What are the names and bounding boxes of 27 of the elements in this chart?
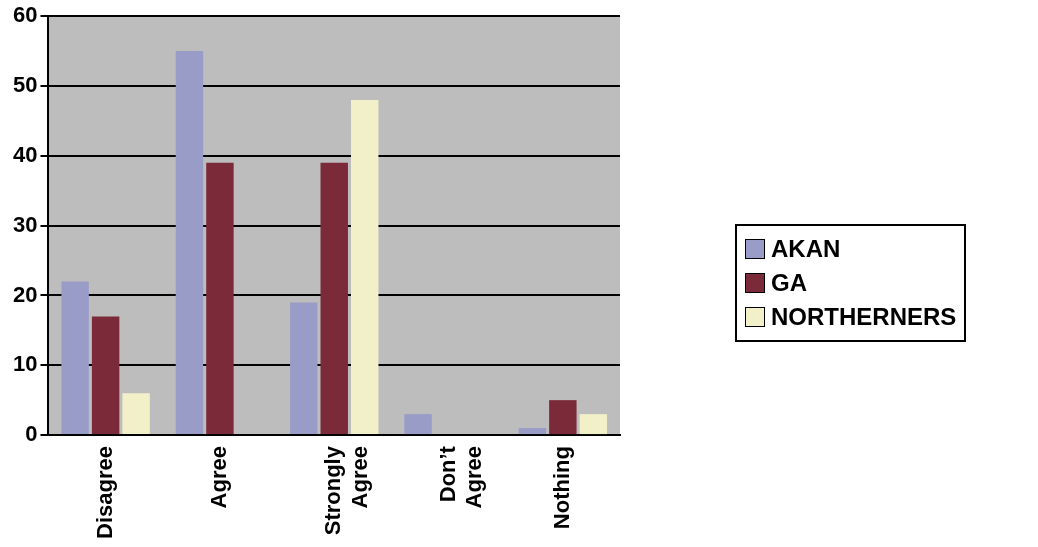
y-tick-label: 60 — [12, 2, 38, 28]
y-tick-label: 0 — [25, 421, 38, 447]
bar — [549, 400, 577, 435]
x-tick-label: Agree — [205, 446, 231, 509]
y-tick-label: 20 — [12, 281, 38, 307]
bar — [175, 51, 204, 435]
bar — [61, 281, 89, 435]
bar — [206, 162, 234, 435]
y-tick-label: 40 — [12, 141, 38, 167]
bar — [320, 162, 348, 435]
y-tick-label: 10 — [12, 351, 38, 377]
bar — [404, 414, 432, 435]
x-tick-label: Nothing — [548, 446, 574, 530]
bar — [579, 414, 608, 435]
bar — [122, 393, 150, 435]
y-tick-label: 50 — [12, 72, 38, 98]
legend-label: NORTHERNERS — [771, 302, 957, 332]
bar — [518, 428, 547, 435]
bar — [351, 99, 379, 435]
x-tick-label: Don’t Agree — [434, 445, 486, 509]
bar — [91, 316, 120, 435]
y-tick-label: 30 — [12, 211, 38, 237]
legend-label: GA — [771, 268, 807, 298]
bar — [290, 302, 318, 435]
x-tick-label: Strongly Agree — [320, 445, 372, 536]
legend-label: AKAN — [771, 234, 841, 264]
x-tick-label: Disagree — [91, 446, 117, 540]
